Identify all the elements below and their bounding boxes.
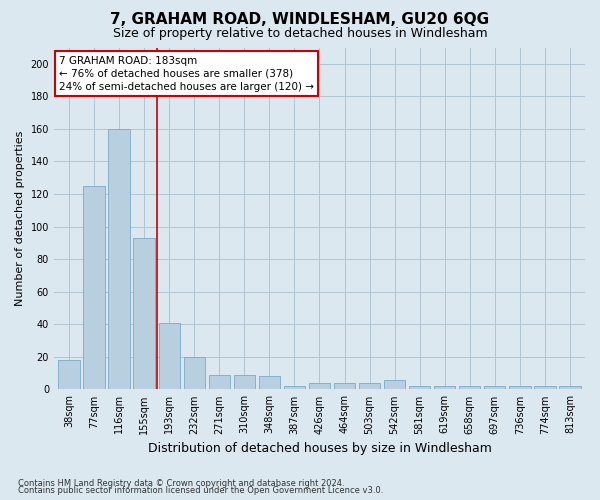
X-axis label: Distribution of detached houses by size in Windlesham: Distribution of detached houses by size … — [148, 442, 491, 455]
Text: Size of property relative to detached houses in Windlesham: Size of property relative to detached ho… — [113, 28, 487, 40]
Bar — [233, 375, 255, 390]
Bar — [109, 129, 130, 390]
Text: 7 GRAHAM ROAD: 183sqm
← 76% of detached houses are smaller (378)
24% of semi-det: 7 GRAHAM ROAD: 183sqm ← 76% of detached … — [59, 56, 314, 92]
Bar — [409, 386, 430, 390]
Text: 7, GRAHAM ROAD, WINDLESHAM, GU20 6QG: 7, GRAHAM ROAD, WINDLESHAM, GU20 6QG — [110, 12, 490, 28]
Bar — [559, 386, 581, 390]
Bar — [484, 386, 505, 390]
Bar — [384, 380, 405, 390]
Bar — [158, 322, 180, 390]
Bar — [259, 376, 280, 390]
Bar — [434, 386, 455, 390]
Text: Contains public sector information licensed under the Open Government Licence v3: Contains public sector information licen… — [18, 486, 383, 495]
Y-axis label: Number of detached properties: Number of detached properties — [15, 131, 25, 306]
Bar — [58, 360, 80, 390]
Bar — [459, 386, 481, 390]
Bar — [509, 386, 530, 390]
Bar — [334, 383, 355, 390]
Bar — [133, 238, 155, 390]
Bar — [359, 383, 380, 390]
Bar — [534, 386, 556, 390]
Bar — [284, 386, 305, 390]
Bar — [309, 383, 330, 390]
Bar — [184, 357, 205, 390]
Bar — [209, 375, 230, 390]
Bar — [83, 186, 104, 390]
Text: Contains HM Land Registry data © Crown copyright and database right 2024.: Contains HM Land Registry data © Crown c… — [18, 478, 344, 488]
